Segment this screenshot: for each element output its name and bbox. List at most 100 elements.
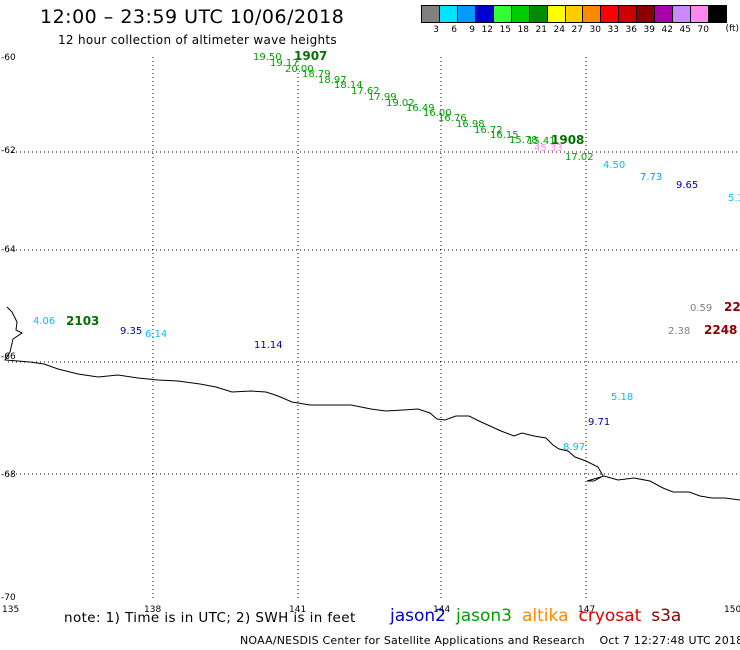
footer-source: NOAA/NESDIS Center for Satellite Applica…: [240, 634, 585, 647]
wave-height-label: 6.14: [145, 329, 167, 340]
lat-tick-label: -66: [1, 352, 16, 362]
lon-tick-label: 141: [289, 605, 306, 615]
wave-height-label: 0.59: [690, 303, 712, 314]
pass-time-label: 22: [724, 300, 740, 314]
wave-height-label: 5.18: [611, 392, 633, 403]
legend-swatch: [493, 6, 512, 22]
wave-height-label: 16.49: [406, 103, 435, 114]
legend-swatch: [457, 6, 476, 22]
wave-height-label: 11.14: [254, 340, 283, 351]
footer-credit: NOAA/NESDIS Center for Satellite Applica…: [240, 634, 740, 647]
coastline: [4, 306, 740, 501]
legend-label: 30: [589, 25, 601, 35]
satellite-cryosat: cryosat: [578, 606, 642, 626]
legend-label: 18: [517, 25, 529, 35]
satellite-s3a: s3a: [651, 606, 682, 626]
wave-height-label: 45.33: [534, 143, 563, 154]
wave-height-label: 17.99: [368, 92, 397, 103]
wave-height-label: 19.02: [386, 98, 415, 109]
legend-label: 21: [535, 25, 547, 35]
satellite-legend: jason2 jason3 altika cryosat s3a: [390, 606, 691, 626]
wave-height-observations: 19.50 190719.1720.0018.7918.9718.1417.621…: [33, 49, 740, 453]
lon-tick-label: 147: [578, 605, 595, 615]
legend-label: 45: [679, 25, 691, 35]
legend-label: 12: [481, 25, 493, 35]
wave-height-label: 16.15: [490, 130, 519, 141]
legend-swatch: [673, 6, 692, 22]
wave-height-label: 9.71: [588, 417, 610, 428]
legend-label: 27: [571, 25, 583, 35]
lat-tick-label: -64: [1, 245, 16, 255]
legend-swatch: [655, 6, 674, 22]
legend-label: 42: [661, 25, 673, 35]
wave-height-label: 8.97: [563, 442, 585, 453]
lon-tick-label: 144: [433, 605, 450, 615]
color-legend: 3 6 9 12 15 18 21 24 27 30 33 36 39 42 45 70 (ft): [421, 5, 739, 35]
legend-unit: (ft): [725, 24, 739, 34]
page-title: 12:00 – 23:59 UTC 10/06/2018: [40, 6, 345, 28]
lat-tick-label: -62: [1, 146, 16, 156]
legend-swatches: [421, 5, 727, 23]
legend-label: 15: [499, 25, 511, 35]
wave-height-label: 16.00: [423, 108, 452, 119]
legend-swatch: [511, 6, 530, 22]
lat-tick-label: -60: [1, 53, 16, 63]
legend-label: 3: [433, 25, 439, 35]
grid-lines: [8, 57, 740, 598]
wave-height-label: 18.79: [302, 69, 331, 80]
legend-swatch: [439, 6, 458, 22]
legend-label: 24: [553, 25, 565, 35]
satellite-altika: altika: [522, 606, 569, 626]
wave-height-label: 4.50: [603, 160, 625, 171]
wave-height-label: 17.62: [351, 86, 380, 97]
wave-height-label: 2.38: [668, 326, 690, 337]
legend-swatch: [422, 6, 440, 22]
wave-height-label: 9.35: [120, 326, 142, 337]
axis-tick-labels: 135 138 141 144 147 150 -60 -62 -64 -66 -68 -70: [1, 53, 740, 615]
legend-label: 70: [697, 25, 709, 35]
legend-label: 9: [469, 25, 475, 35]
satellite-jason2: jason2: [390, 606, 446, 626]
legend-swatch: [601, 6, 620, 22]
legend-label: 33: [607, 25, 619, 35]
lon-tick-label: 135: [2, 605, 19, 615]
wave-height-label: 7.73: [640, 172, 662, 183]
legend-swatch: [583, 6, 602, 22]
legend-labels: 3 6 9 12 15 18 21 24 27 30 33 36 39 42 45 70: [421, 25, 727, 35]
wave-height-label: 18.97: [318, 75, 347, 86]
wave-height-label: 19.17: [270, 58, 299, 69]
legend-swatch: [475, 6, 494, 22]
wave-height-label: 16.72: [474, 125, 503, 136]
wave-height-label: 20.00: [285, 64, 314, 75]
wave-height-label: 4.06: [33, 316, 55, 327]
legend-label: 39: [643, 25, 655, 35]
pass-time-label: 1908: [551, 133, 584, 147]
legend-swatch: [619, 6, 638, 22]
wave-height-label: 17.02: [565, 152, 594, 163]
wave-height-label: 18.14: [334, 80, 363, 91]
pass-time-label: 2248: [704, 323, 737, 337]
legend-swatch: [637, 6, 656, 22]
legend-swatch: [709, 6, 726, 22]
pass-time-label: 2103: [66, 314, 99, 328]
note-text: note: 1) Time is in UTC; 2) SWH is in fe…: [64, 610, 356, 626]
wave-height-label: 15.41: [527, 136, 556, 147]
legend-swatch: [529, 6, 548, 22]
footer-timestamp: Oct 7 12:27:48 UTC 2018: [599, 634, 740, 647]
legend-swatch: [547, 6, 566, 22]
pass-time-label: 1907: [294, 49, 327, 63]
lon-tick-label: 150: [724, 605, 740, 615]
lon-tick-label: 138: [144, 605, 161, 615]
legend-label: 36: [625, 25, 637, 35]
wave-height-label: 5.1: [728, 193, 740, 204]
wave-height-label: 16.76: [438, 113, 467, 124]
lat-tick-label: -70: [1, 593, 16, 603]
legend-label: 6: [451, 25, 457, 35]
lat-tick-label: -68: [1, 470, 16, 480]
satellite-jason3: jason3: [456, 606, 512, 626]
coastline-main: [4, 306, 740, 501]
page-subtitle: 12 hour collection of altimeter wave hei…: [58, 33, 337, 47]
wave-height-label: 16.98: [456, 119, 485, 130]
wave-height-label: 9.65: [676, 180, 698, 191]
